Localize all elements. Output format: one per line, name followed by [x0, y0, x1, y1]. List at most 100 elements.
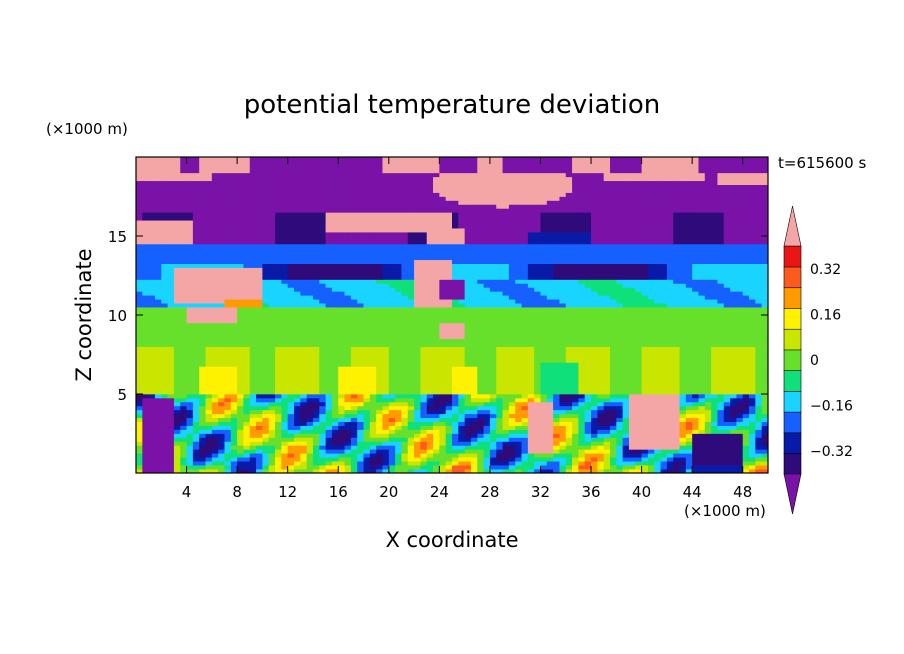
- contour-cell: [395, 417, 402, 422]
- contour-cell: [294, 390, 301, 395]
- contour-cell: [477, 326, 484, 332]
- contour-cell: [414, 287, 421, 292]
- contour-cell: [281, 449, 289, 454]
- contour-cell: [363, 374, 371, 379]
- contour-cell: [477, 445, 484, 450]
- contour-cell: [628, 417, 636, 422]
- contour-cell: [736, 386, 744, 391]
- contour-cell: [591, 397, 598, 403]
- contour-cell: [224, 354, 232, 359]
- contour-cell: [154, 330, 162, 336]
- contour-cell: [591, 299, 598, 304]
- contour-cell: [211, 291, 219, 296]
- contour-cell: [312, 461, 320, 466]
- contour-cell: [546, 315, 554, 320]
- contour-cell: [161, 287, 168, 292]
- contour-cell: [654, 417, 661, 422]
- contour-cell: [224, 401, 232, 407]
- contour-cell: [660, 437, 668, 442]
- contour-cell: [376, 291, 383, 296]
- contour-cell: [382, 346, 390, 351]
- contour-cell: [489, 291, 497, 296]
- contour-cell: [199, 303, 206, 308]
- contour-cell: [357, 382, 364, 387]
- contour-cell: [445, 386, 453, 391]
- contour-cell: [199, 374, 206, 379]
- contour-cell: [742, 303, 750, 308]
- contour-cell: [723, 354, 731, 359]
- contour-cell: [275, 303, 282, 308]
- contour-cell: [426, 354, 434, 359]
- contour-cell: [237, 291, 244, 296]
- contour-cell: [470, 370, 478, 375]
- contour-cell: [224, 303, 232, 308]
- contour-cell: [647, 421, 655, 426]
- contour-cell: [344, 322, 352, 328]
- contour-cell: [673, 279, 680, 284]
- contour-cell: [161, 433, 168, 438]
- contour-cell: [306, 390, 314, 395]
- contour-cell: [142, 433, 149, 438]
- contour-cell: [723, 417, 731, 422]
- contour-cell: [452, 394, 459, 399]
- contour-cell: [243, 275, 251, 280]
- contour-cell: [205, 275, 213, 280]
- contour-cell: [319, 366, 326, 371]
- contour-cell: [717, 378, 725, 383]
- contour-cell: [414, 362, 421, 367]
- contour-cell: [407, 390, 415, 395]
- contour-cell: [559, 457, 567, 462]
- contour-cell: [344, 311, 352, 316]
- contour-cell: [426, 322, 434, 328]
- contour-cell: [312, 401, 320, 407]
- contour-cell: [287, 291, 295, 296]
- contour-cell: [205, 326, 213, 332]
- contour-cell: [173, 318, 181, 324]
- contour-cell: [730, 405, 737, 411]
- contour-cell: [395, 425, 402, 430]
- contour-cell: [180, 433, 187, 438]
- contour-cell: [546, 382, 554, 387]
- contour-cell: [363, 350, 371, 355]
- contour-cell: [414, 413, 421, 419]
- contour-cell: [489, 374, 497, 379]
- contour-cell: [281, 457, 289, 462]
- contour-cell: [578, 295, 586, 300]
- contour-cell: [666, 386, 674, 391]
- contour-cell: [711, 338, 718, 343]
- contour-cell: [673, 433, 680, 438]
- contour-cell: [369, 409, 377, 415]
- contour-cell: [673, 437, 680, 442]
- contour-cell: [628, 350, 636, 355]
- contour-cell: [325, 421, 333, 426]
- contour-cell: [357, 283, 364, 288]
- contour-cell: [350, 303, 358, 308]
- contour-cell: [679, 358, 687, 363]
- contour-cell: [148, 318, 156, 324]
- contour-cell: [306, 287, 314, 292]
- contour-cell: [319, 326, 326, 332]
- contour-cell: [641, 437, 649, 442]
- contour-cell: [287, 386, 295, 391]
- contour-cell: [287, 342, 295, 347]
- contour-cell: [736, 437, 744, 442]
- contour-cell: [224, 338, 232, 343]
- contour-cell: [565, 303, 573, 308]
- contour-cell: [464, 283, 472, 288]
- contour-cell: [597, 445, 605, 450]
- contour-cell: [369, 275, 377, 280]
- contour-cell: [300, 299, 307, 304]
- contour-cell: [325, 449, 333, 454]
- contour-cell: [755, 291, 763, 296]
- contour-cell: [136, 441, 143, 446]
- contour-cell: [673, 330, 680, 336]
- contour-cell: [660, 275, 668, 280]
- contour-cell: [180, 461, 187, 466]
- contour-cell: [325, 401, 333, 407]
- contour-cell: [256, 469, 263, 473]
- contour-cell: [306, 338, 314, 343]
- contour-cell: [685, 338, 693, 343]
- contour-cell: [679, 342, 687, 347]
- contour-cell: [426, 326, 434, 332]
- contour-cell: [237, 299, 244, 304]
